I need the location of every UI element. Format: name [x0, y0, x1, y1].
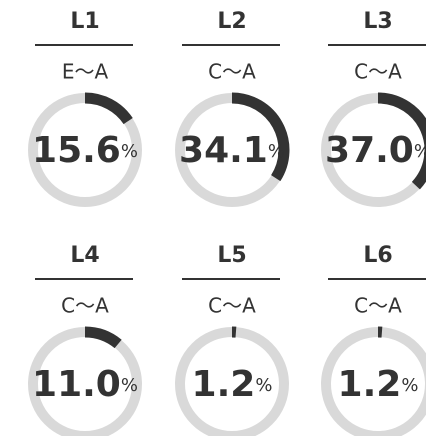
- gauge-value: 37.0%: [325, 130, 426, 171]
- gauge-value: 34.1%: [179, 130, 285, 171]
- gauge-label: L6: [363, 243, 392, 268]
- value-unit: %: [414, 141, 426, 162]
- gauge: L2 C～A 34.1%: [175, 9, 290, 207]
- gauge-label: L2: [217, 9, 246, 34]
- value-unit: %: [401, 375, 418, 396]
- gauge-range: C～A: [208, 60, 256, 84]
- gauge-label: L4: [70, 243, 99, 268]
- gauge-range: E～A: [62, 60, 109, 84]
- gauge-range: C～A: [208, 294, 256, 318]
- gauge-label: L3: [363, 9, 392, 34]
- value-unit: %: [255, 375, 272, 396]
- range-bg: [47, 294, 123, 320]
- value-number: 15.6: [32, 130, 121, 171]
- value-unit: %: [268, 141, 285, 162]
- gauge-range: C～A: [354, 60, 402, 84]
- value-number: 34.1: [179, 130, 268, 171]
- range-bg: [194, 294, 270, 320]
- value-number: 11.0: [32, 364, 121, 405]
- gauge-value: 11.0%: [32, 364, 138, 405]
- gauge: L4 C～A 11.0%: [28, 243, 142, 436]
- range-bg: [194, 60, 270, 86]
- gauge-label: L5: [217, 243, 246, 268]
- range-bg: [340, 60, 416, 86]
- gauge-value: 1.2%: [192, 364, 273, 405]
- gauge-label: L1: [70, 9, 99, 34]
- range-bg: [47, 60, 123, 86]
- gauge-range: C～A: [61, 294, 109, 318]
- gauge-arc: [84, 326, 122, 349]
- value-number: 1.2: [192, 364, 256, 405]
- gauge-range: C～A: [354, 294, 402, 318]
- range-bg: [340, 294, 416, 320]
- value-unit: %: [121, 375, 138, 396]
- gauge-arc: [84, 92, 133, 125]
- gauge: L1 E～A 15.6%: [28, 9, 142, 207]
- gauge-arc: [231, 92, 290, 182]
- gauge-value: 1.2%: [338, 364, 419, 405]
- gauge: L3 C～A 37.0%: [321, 9, 426, 207]
- gauge: L6 C～A 1.2%: [321, 243, 426, 436]
- gauge-value: 15.6%: [32, 130, 138, 171]
- gauge: L5 C～A 1.2%: [175, 243, 289, 436]
- value-number: 37.0: [325, 130, 414, 171]
- value-number: 1.2: [338, 364, 402, 405]
- value-unit: %: [121, 141, 138, 162]
